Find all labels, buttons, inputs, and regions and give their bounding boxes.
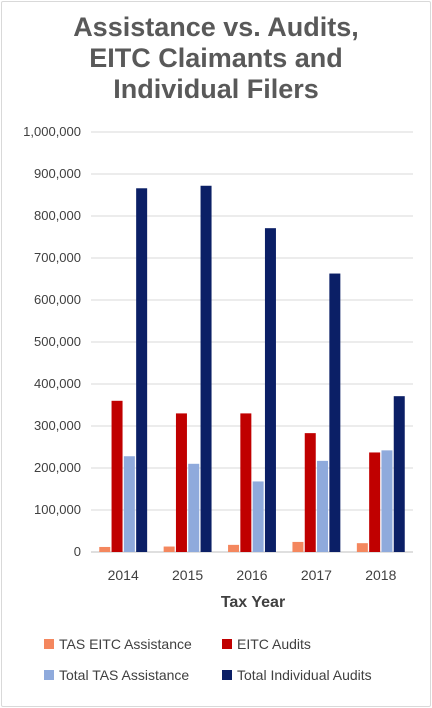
legend-swatch [44, 670, 54, 680]
bar [111, 400, 123, 552]
y-tick-label: 0 [74, 544, 81, 559]
y-tick-label: 600,000 [34, 292, 81, 307]
bar [264, 228, 276, 552]
y-tick-label: 100,000 [34, 502, 81, 517]
y-tick-label: 400,000 [34, 376, 81, 391]
legend-label: Total TAS Assistance [59, 667, 189, 683]
bar [292, 541, 304, 552]
x-axis-ticks: 2014 2015 2016 2017 2018 [108, 567, 397, 583]
chart-title-line-1: Assistance vs. Audits, [73, 12, 359, 42]
legend-swatch [44, 639, 54, 649]
y-tick-label: 1,000,000 [23, 124, 81, 139]
chart-title-line-2: EITC Claimants and [89, 43, 343, 73]
y-tick-label: 800,000 [34, 208, 81, 223]
bar [188, 463, 200, 552]
y-axis-ticks: 0 100,000 200,000 300,000 400,000 500,000 600,… [23, 124, 81, 559]
legend-label: Total Individual Audits [237, 667, 372, 683]
y-tick-label: 900,000 [34, 166, 81, 181]
legend-swatch [222, 639, 232, 649]
legend-label: EITC Audits [237, 636, 311, 652]
chart-title: Assistance vs. Audits, EITC Claimants an… [0, 12, 432, 105]
bar [123, 456, 135, 552]
bar [252, 481, 264, 552]
y-tick-label: 200,000 [34, 460, 81, 475]
bar [329, 273, 341, 552]
bar [356, 543, 368, 552]
bar [304, 433, 316, 552]
legend-label: TAS EITC Assistance [59, 636, 192, 652]
bar [228, 544, 240, 552]
y-tick-label: 300,000 [34, 418, 81, 433]
legend-swatch [222, 670, 232, 680]
bar [200, 185, 212, 552]
bars [99, 185, 405, 552]
x-axis-label: Tax Year [221, 594, 285, 611]
bar [369, 452, 381, 552]
legend: TAS EITC Assistance EITC Audits Total TAS … [44, 636, 372, 683]
chart-title-line-3: Individual Filers [113, 74, 319, 104]
bar [136, 188, 148, 552]
x-tick-label: 2018 [365, 567, 396, 583]
y-tick-label: 700,000 [34, 250, 81, 265]
x-tick-label: 2016 [236, 567, 267, 583]
y-tick-label: 500,000 [34, 334, 81, 349]
bar [240, 413, 252, 552]
bar [381, 450, 393, 552]
bar [175, 413, 187, 552]
x-tick-label: 2015 [172, 567, 203, 583]
bar [393, 396, 405, 552]
bar [163, 546, 175, 552]
x-tick-label: 2014 [108, 567, 139, 583]
bar [99, 546, 111, 552]
bar [317, 460, 329, 552]
x-tick-label: 2017 [301, 567, 332, 583]
